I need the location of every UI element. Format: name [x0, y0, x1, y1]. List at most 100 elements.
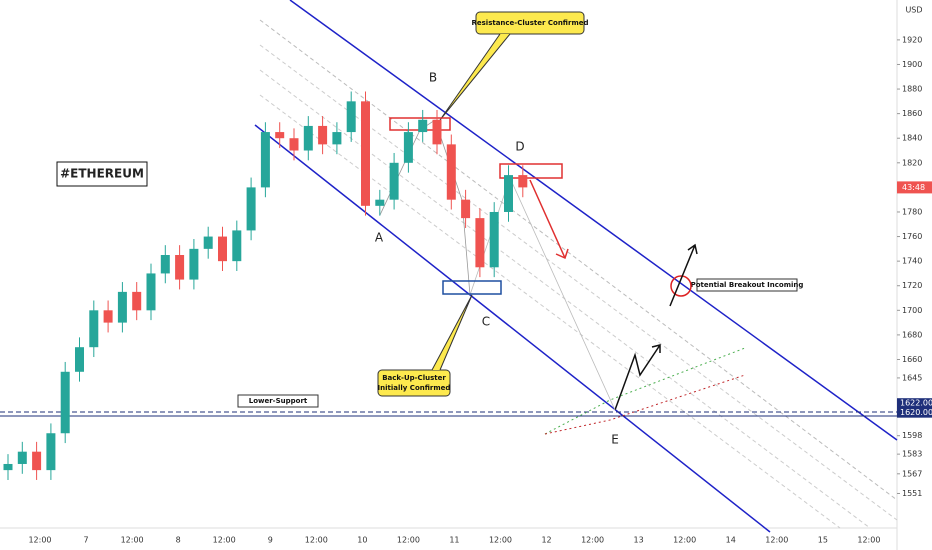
- price-label-box: [897, 407, 932, 418]
- x-tick-label: 9: [268, 536, 273, 545]
- y-tick-label: 1567: [902, 469, 922, 478]
- channel-lower: [254, 124, 771, 533]
- price-label: 1622.00: [900, 399, 932, 408]
- countdown: 43:48: [902, 183, 925, 192]
- candle-body: [60, 371, 70, 434]
- y-tick-label: 1820: [902, 158, 922, 167]
- x-tick-label: 12:00: [305, 536, 328, 545]
- candle-body: [303, 125, 313, 151]
- candle-body: [17, 451, 27, 464]
- price-label: 1620.00: [900, 408, 932, 417]
- title-box: [56, 161, 148, 187]
- ma-projection: [544, 374, 746, 435]
- y-tick-label: 1860: [902, 109, 922, 118]
- y-tick-label: 1680: [902, 330, 922, 339]
- y-tick-label: 1840: [902, 134, 922, 143]
- candle-body: [375, 199, 385, 206]
- candle-body: [160, 255, 170, 274]
- x-tick-label: 12:00: [213, 536, 236, 545]
- breakout-label-box: [696, 278, 798, 292]
- y-tick-label: 1760: [902, 232, 922, 241]
- candle-body: [518, 175, 528, 188]
- y-tick-label: 1920: [902, 35, 922, 44]
- candle-body: [389, 162, 399, 200]
- y-tick-label: 1660: [902, 355, 922, 364]
- channel-upper: [289, 0, 898, 441]
- x-tick-label: 14: [726, 536, 736, 545]
- point-label: D: [515, 140, 524, 154]
- support-label: Lower-Support: [249, 397, 308, 405]
- callout: [475, 11, 585, 35]
- candle-body: [489, 211, 499, 268]
- candle-body: [75, 347, 84, 372]
- cluster-box: [442, 280, 502, 295]
- y-tick-label: 1780: [902, 207, 922, 216]
- x-tick-label: 12:00: [489, 536, 512, 545]
- arrow: [529, 179, 569, 260]
- candle-body: [203, 236, 213, 249]
- point-label: A: [375, 231, 384, 245]
- chart-title: #ETHEREUM: [60, 167, 144, 181]
- point-label: B: [429, 71, 437, 85]
- candle-body: [418, 119, 428, 133]
- candle-body: [289, 138, 299, 151]
- x-tick-label: 15: [818, 536, 828, 545]
- candle-body: [3, 463, 13, 471]
- arrow: [669, 243, 698, 307]
- arrow: [614, 344, 661, 411]
- y-tick-label: 1598: [902, 431, 922, 440]
- candle-body: [446, 144, 456, 200]
- x-tick-label: 12:00: [673, 536, 696, 545]
- cluster-box: [499, 163, 563, 179]
- x-tick-label: 10: [357, 536, 367, 545]
- candle-body: [475, 218, 485, 268]
- breakout-circle: [670, 275, 692, 297]
- breakout-label: Potential Breakout Incoming: [691, 281, 804, 289]
- candle-body: [461, 199, 471, 219]
- y-tick-label: 1740: [902, 257, 922, 266]
- candle-body: [275, 132, 285, 139]
- candle-body: [117, 291, 127, 323]
- countdown-box: [897, 181, 932, 194]
- y-tick-label: 1583: [902, 450, 922, 459]
- x-tick-label: 12: [541, 536, 551, 545]
- candle-body: [46, 433, 56, 471]
- y-tick-label: 1551: [902, 489, 922, 498]
- candle-body: [132, 291, 142, 311]
- candle-body: [260, 132, 270, 188]
- y-tick-label: 1700: [902, 306, 922, 315]
- y-tick-label: 1645: [902, 373, 922, 382]
- candle-body: [346, 101, 356, 133]
- y-tick-label: 1880: [902, 85, 922, 94]
- candle-body: [32, 451, 42, 471]
- candle-body: [146, 273, 156, 311]
- x-tick-label: 12:00: [121, 536, 144, 545]
- point-label: E: [611, 433, 619, 447]
- candle-body: [103, 310, 113, 323]
- candle-body: [432, 119, 442, 145]
- x-tick-label: 12:00: [765, 536, 788, 545]
- callout-text: Initially Confirmed: [378, 384, 451, 392]
- candle-body: [332, 132, 342, 145]
- price-label-box: [897, 398, 932, 409]
- candle-body: [232, 230, 242, 262]
- x-tick-label: 8: [176, 536, 181, 545]
- candle-body: [403, 132, 413, 163]
- y-tick-label: 1900: [902, 60, 922, 69]
- callout-text: Back-Up-Cluster: [382, 374, 446, 382]
- callout-pointer: [431, 294, 473, 371]
- candle-body: [189, 248, 199, 280]
- x-tick-label: 12:00: [28, 536, 51, 545]
- candle-body: [361, 101, 370, 206]
- currency-label: USD: [905, 6, 922, 15]
- channel-mid: [259, 94, 841, 529]
- x-tick-label: 12:00: [857, 536, 880, 545]
- candle-body: [318, 125, 328, 145]
- x-tick-label: 11: [449, 536, 459, 545]
- x-tick-label: 12:00: [397, 536, 420, 545]
- candle-body: [89, 310, 99, 348]
- candle-body: [504, 175, 513, 212]
- candle-body: [246, 187, 256, 231]
- x-tick-label: 7: [84, 536, 89, 545]
